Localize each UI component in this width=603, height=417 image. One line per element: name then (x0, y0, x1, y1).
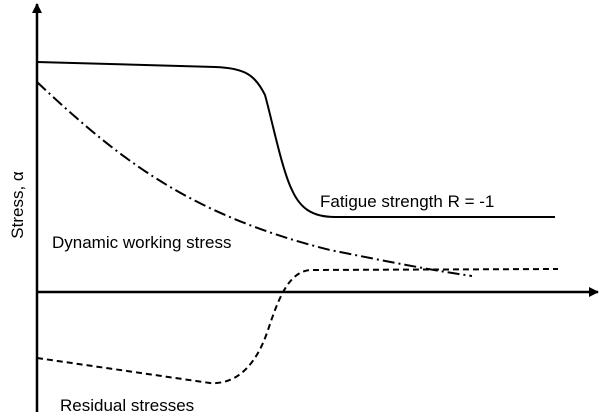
fatigue-strength-curve (36, 61, 555, 218)
dynamic-working-stress-label: Dynamic working stress (52, 233, 232, 252)
residual-stresses-label: Residual stresses (60, 396, 194, 415)
fatigue-strength-label: Fatigue strength R = -1 (320, 192, 494, 211)
y-axis-label: Stress, α (8, 171, 27, 239)
residual-stresses-curve (36, 268, 559, 385)
